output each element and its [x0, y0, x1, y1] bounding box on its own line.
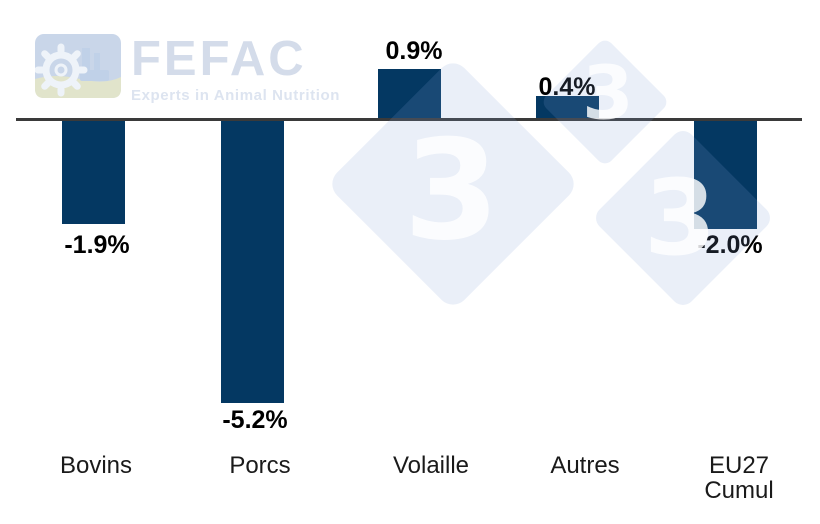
gear-icon — [35, 43, 88, 97]
category-label-eu27-cumul: EU27 Cumul — [704, 452, 774, 504]
category-label-bovins: Bovins — [59, 452, 133, 479]
value-label-autres: 0.4% — [538, 73, 596, 101]
bar-bovins — [62, 121, 125, 224]
fefac-logo-icon — [35, 34, 121, 98]
category-label-autres: Autres — [550, 452, 620, 479]
category-label-porcs: Porcs — [229, 452, 291, 479]
value-label-volaille: 0.9% — [385, 37, 443, 65]
category-label-volaille: Volaille — [392, 452, 470, 479]
value-label-porcs: -5.2% — [222, 406, 288, 434]
factory-silhouette-icon — [80, 48, 109, 81]
watermark-digit: 3 — [403, 110, 500, 272]
fefac-tagline: Experts in Animal Nutrition — [131, 87, 340, 104]
value-label-bovins: -1.9% — [64, 231, 130, 259]
fefac-logo: FEFAC Experts in Animal Nutrition — [35, 34, 340, 104]
bar-porcs — [221, 121, 284, 403]
bar-volaille — [378, 69, 441, 118]
fefac-logo-text: FEFAC Experts in Animal Nutrition — [131, 32, 340, 105]
value-label-eu27-cumul: -2.0% — [697, 231, 763, 259]
bar-autres — [535, 96, 599, 118]
bar-eu27-cumul — [694, 121, 757, 230]
zero-axis-line — [16, 118, 802, 121]
fefac-brand-text: FEFAC — [131, 32, 307, 86]
